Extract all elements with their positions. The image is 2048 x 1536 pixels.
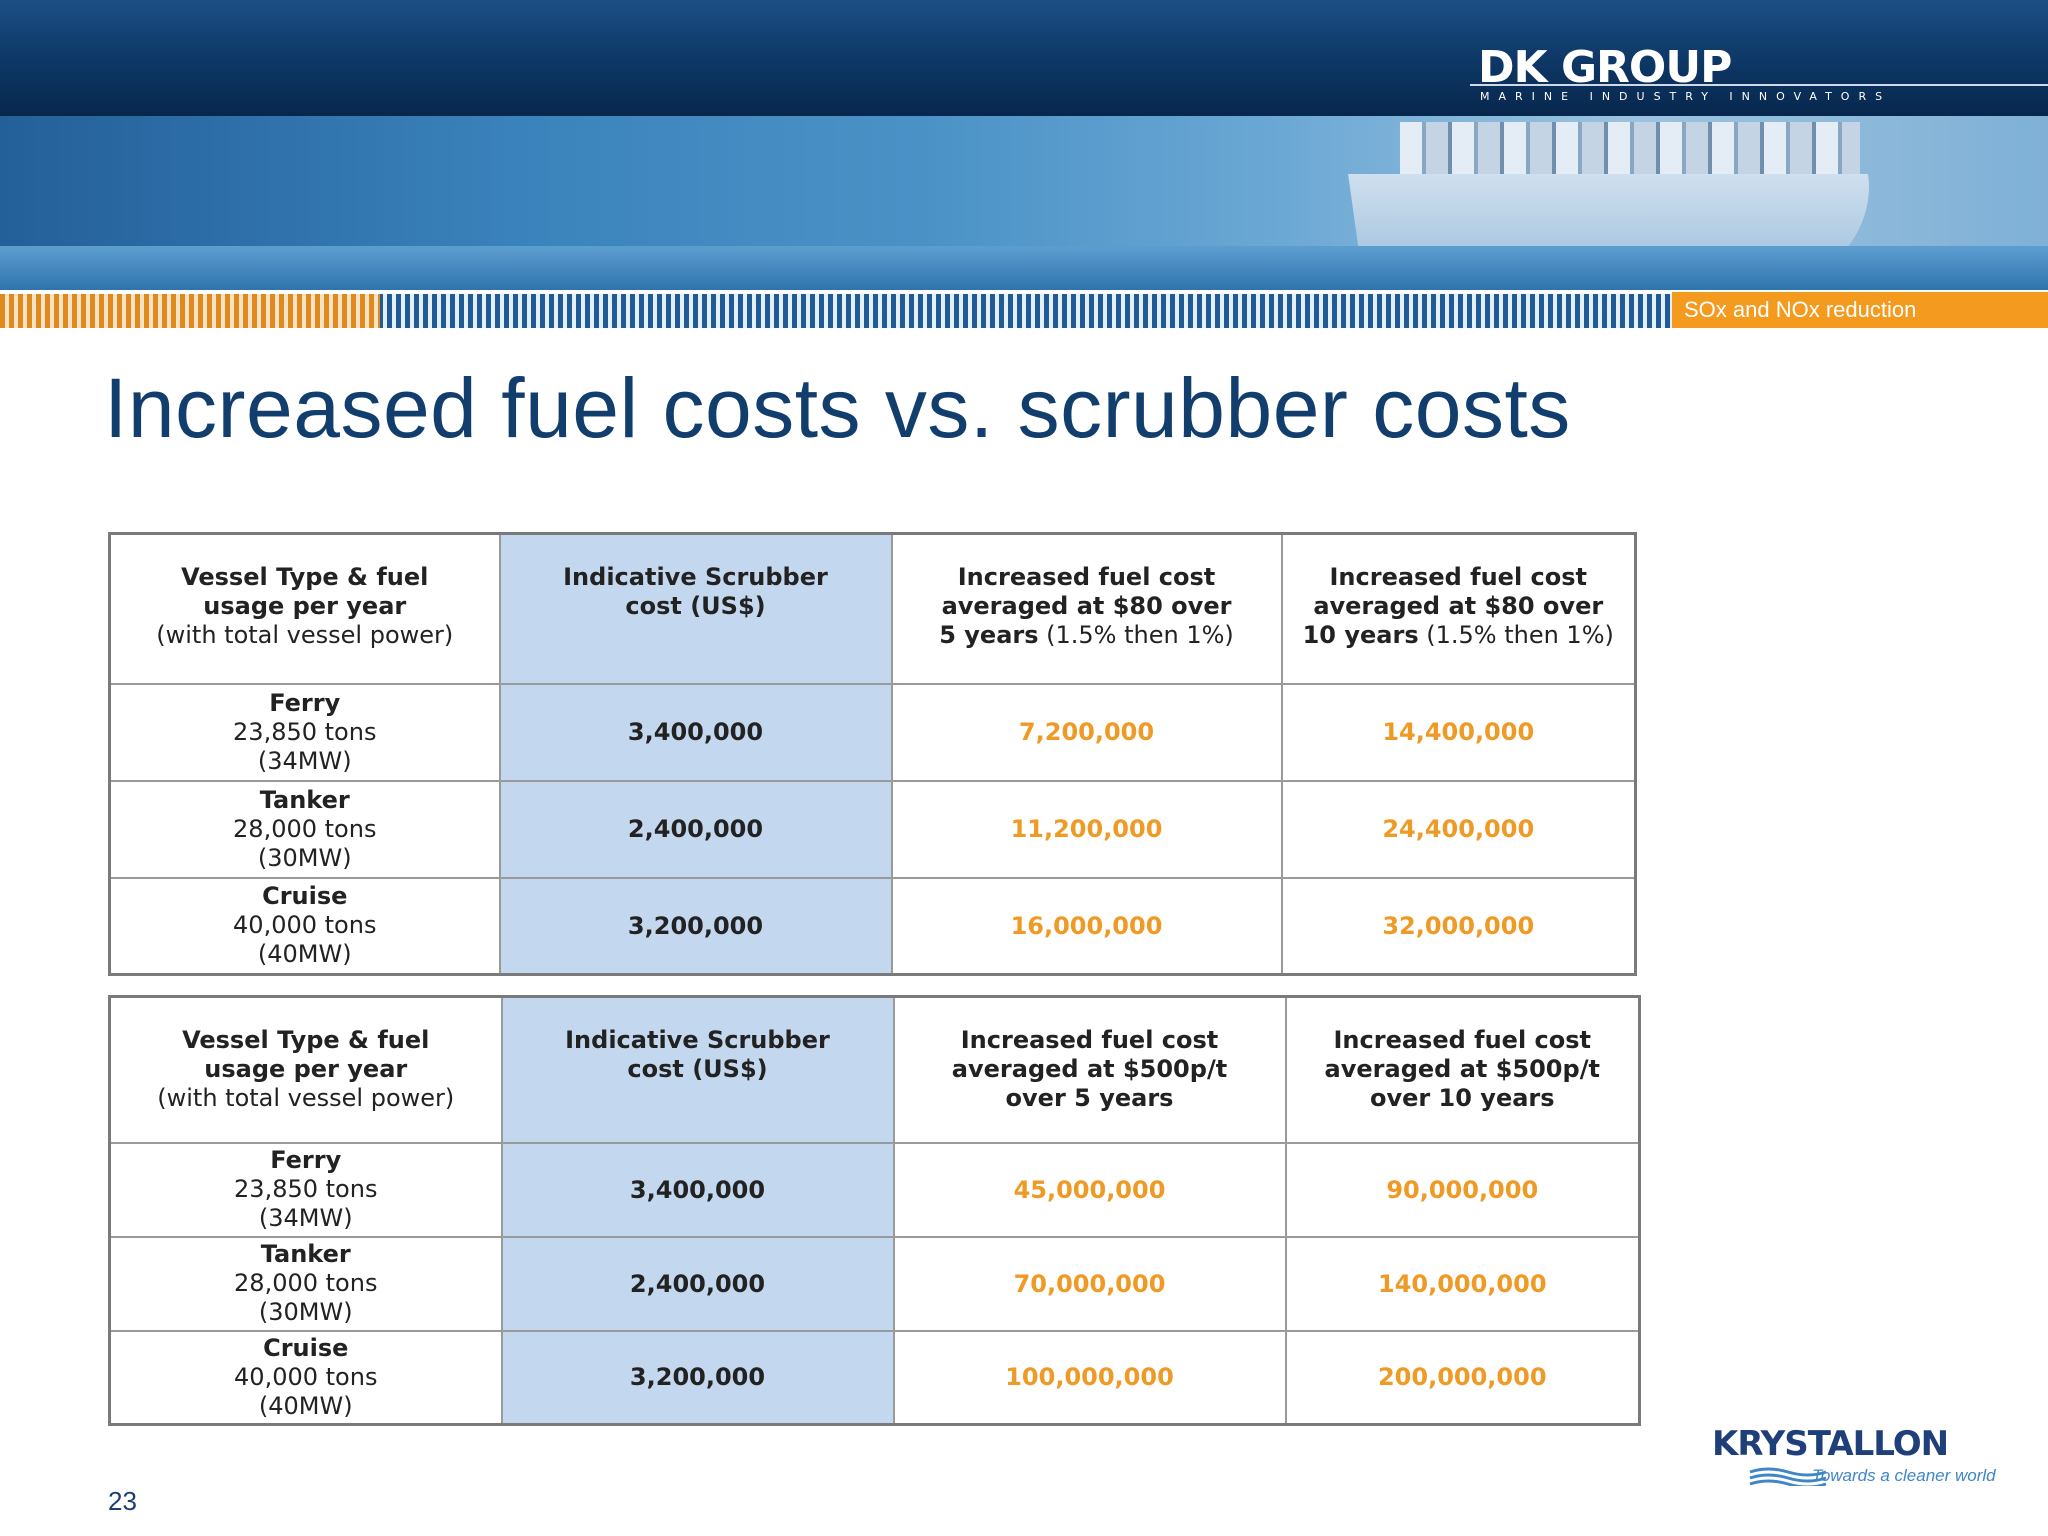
- krystallon-wave-icon: [1749, 1467, 1827, 1486]
- banner-water: [0, 246, 2048, 290]
- fuel-cost-5y-cell: 7,200,000: [890, 682, 1283, 782]
- fuel-cost-10y-cell: 140,000,000: [1284, 1235, 1641, 1332]
- fuel-cost-5y-cell: 45,000,000: [892, 1141, 1287, 1238]
- vessel-cell: Tanker 28,000 tons (30MW): [108, 779, 501, 879]
- scrubber-cost-cell: 3,400,000: [500, 1141, 895, 1238]
- header-fuel-cost-10-years: Increased fuel cost averaged at $500p/t …: [1284, 995, 1641, 1144]
- scrubber-cost-cell: 3,200,000: [498, 876, 893, 976]
- scrubber-cost-cell: 3,400,000: [498, 682, 893, 782]
- header-vessel: Vessel Type & fuel usage per year (with …: [108, 532, 501, 685]
- scrubber-cost-cell: 2,400,000: [500, 1235, 895, 1332]
- vessel-cell: Cruise 40,000 tons (40MW): [108, 876, 501, 976]
- scrubber-cost-cell: 2,400,000: [498, 779, 893, 879]
- page-number: 23: [108, 1486, 137, 1516]
- fuel-cost-5y-cell: 11,200,000: [890, 779, 1283, 879]
- header-fuel-cost-10-years: Increased fuel cost averaged at $80 over…: [1280, 532, 1637, 685]
- header-scrubber-cost: Indicative Scrubber cost (US$): [498, 532, 893, 685]
- table-header-row: Vessel Type & fuel usage per year (with …: [108, 995, 1641, 1144]
- dk-group-tagline: MARINE INDUSTRY INNOVATORS: [1480, 90, 1892, 103]
- krystallon-logo: KRYSTALLON: [1712, 1424, 1949, 1464]
- krystallon-tagline: Towards a cleaner world: [1812, 1466, 1996, 1485]
- table-row: Cruise 40,000 tons (40MW) 3,200,000 100,…: [108, 1329, 1641, 1426]
- cost-table-500: Vessel Type & fuel usage per year (with …: [108, 995, 1641, 1426]
- vessel-cell: Cruise 40,000 tons (40MW): [108, 1329, 503, 1426]
- table-row: Tanker 28,000 tons (30MW) 2,400,000 11,2…: [108, 779, 1637, 879]
- vessel-cell: Ferry 23,850 tons (34MW): [108, 1141, 503, 1238]
- fuel-cost-5y-cell: 70,000,000: [892, 1235, 1287, 1332]
- ship-banner-image: [0, 116, 2048, 290]
- header-fuel-cost-5-years: Increased fuel cost averaged at $500p/t …: [892, 995, 1287, 1144]
- fuel-cost-5y-cell: 100,000,000: [892, 1329, 1287, 1426]
- table-row: Ferry 23,850 tons (34MW) 3,400,000 45,00…: [108, 1141, 1641, 1238]
- section-tag: SOx and NOx reduction: [1672, 292, 2048, 328]
- header-vessel: Vessel Type & fuel usage per year (with …: [108, 995, 503, 1144]
- fuel-cost-5y-cell: 16,000,000: [890, 876, 1283, 976]
- table-header-row: Vessel Type & fuel usage per year (with …: [108, 532, 1637, 685]
- fuel-cost-10y-cell: 32,000,000: [1280, 876, 1637, 976]
- vessel-cell: Tanker 28,000 tons (30MW): [108, 1235, 503, 1332]
- fuel-cost-10y-cell: 90,000,000: [1284, 1141, 1641, 1238]
- fuel-cost-10y-cell: 14,400,000: [1280, 682, 1637, 782]
- decorative-stripe-orange: [0, 294, 380, 328]
- page-title: Increased fuel costs vs. scrubber costs: [104, 361, 1571, 455]
- header-fuel-cost-5-years: Increased fuel cost averaged at $80 over…: [890, 532, 1283, 685]
- fuel-cost-10y-cell: 200,000,000: [1284, 1329, 1641, 1426]
- vessel-cell: Ferry 23,850 tons (34MW): [108, 682, 501, 782]
- header-scrubber-cost: Indicative Scrubber cost (US$): [500, 995, 895, 1144]
- dk-group-logo: DK GROUP: [1478, 42, 1732, 93]
- table-row: Cruise 40,000 tons (40MW) 3,200,000 16,0…: [108, 876, 1637, 976]
- cost-table-80: Vessel Type & fuel usage per year (with …: [108, 532, 1637, 976]
- table-row: Ferry 23,850 tons (34MW) 3,400,000 7,200…: [108, 682, 1637, 782]
- fuel-cost-10y-cell: 24,400,000: [1280, 779, 1637, 879]
- header-bar: [0, 0, 2048, 116]
- table-row: Tanker 28,000 tons (30MW) 2,400,000 70,0…: [108, 1235, 1641, 1332]
- scrubber-cost-cell: 3,200,000: [500, 1329, 895, 1426]
- header-divider: [1470, 84, 2048, 86]
